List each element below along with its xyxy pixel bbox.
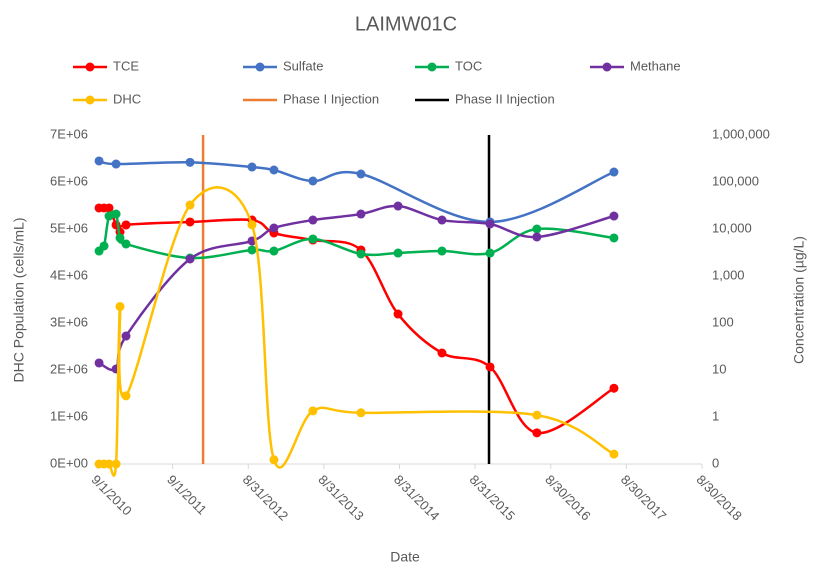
data-point bbox=[111, 459, 121, 469]
data-point bbox=[94, 358, 104, 368]
data-point bbox=[121, 331, 131, 341]
data-point bbox=[115, 233, 125, 243]
x-tick-label: 8/30/2016 bbox=[542, 472, 594, 524]
x-tick-label: 9/1/2010 bbox=[88, 472, 134, 518]
x-tick-label: 8/31/2013 bbox=[315, 472, 367, 524]
data-point bbox=[121, 391, 131, 401]
data-point bbox=[247, 245, 257, 255]
legend-marker bbox=[85, 62, 95, 72]
data-point bbox=[437, 348, 447, 358]
y-tick-label: 0E+00 bbox=[50, 455, 88, 470]
y2-tick-label: 10,000 bbox=[712, 220, 752, 235]
data-point bbox=[308, 406, 318, 416]
data-point bbox=[609, 383, 619, 393]
data-point bbox=[308, 176, 318, 186]
data-point bbox=[609, 233, 619, 243]
data-point bbox=[437, 215, 447, 225]
data-point bbox=[609, 211, 619, 221]
legend-label: TCE bbox=[113, 58, 139, 73]
legend-label: DHC bbox=[113, 91, 141, 106]
data-point bbox=[269, 455, 279, 465]
y2-tick-label: 1 bbox=[712, 408, 719, 423]
data-point bbox=[121, 239, 131, 249]
data-point bbox=[393, 309, 403, 319]
data-point bbox=[532, 428, 542, 438]
y-tick-label: 2E+06 bbox=[50, 361, 88, 376]
data-point bbox=[609, 449, 619, 459]
legend-marker bbox=[85, 95, 95, 105]
data-point bbox=[247, 162, 257, 172]
data-point bbox=[393, 248, 403, 258]
data-point bbox=[111, 209, 121, 219]
legend-marker bbox=[427, 62, 437, 72]
y2-tick-label: 100,000 bbox=[712, 173, 759, 188]
data-point bbox=[356, 408, 366, 418]
data-point bbox=[104, 203, 114, 213]
series-line bbox=[98, 159, 615, 224]
y-axis-label: DHC Population (cells/mL) bbox=[11, 218, 27, 383]
x-tick-label: 8/30/2018 bbox=[693, 472, 745, 524]
legend-marker bbox=[602, 62, 612, 72]
x-tick-label: 8/31/2014 bbox=[391, 472, 443, 524]
legend-label: Methane bbox=[630, 58, 681, 73]
y2-tick-label: 100 bbox=[712, 314, 734, 329]
data-point bbox=[356, 249, 366, 259]
data-point bbox=[94, 156, 104, 166]
data-point bbox=[269, 165, 279, 175]
y-tick-label: 1E+06 bbox=[50, 408, 88, 423]
data-point bbox=[185, 200, 195, 210]
data-point bbox=[485, 219, 495, 229]
data-point bbox=[532, 232, 542, 242]
y2-tick-label: 0 bbox=[712, 455, 719, 470]
y-tick-label: 6E+06 bbox=[50, 173, 88, 188]
data-point bbox=[437, 246, 447, 256]
data-point bbox=[393, 201, 403, 211]
x-axis-label: Date bbox=[390, 549, 420, 565]
legend-marker bbox=[255, 62, 265, 72]
data-point bbox=[308, 234, 318, 244]
data-point bbox=[485, 362, 495, 372]
y2-tick-label: 1,000,000 bbox=[712, 126, 770, 141]
data-point bbox=[99, 241, 109, 251]
y-tick-label: 7E+06 bbox=[50, 126, 88, 141]
data-point bbox=[115, 302, 125, 312]
data-point bbox=[356, 209, 366, 219]
y2-tick-label: 10 bbox=[712, 361, 726, 376]
legend-label: Phase II Injection bbox=[455, 91, 555, 106]
x-tick-label: 8/30/2017 bbox=[618, 472, 670, 524]
data-point bbox=[308, 215, 318, 225]
data-point bbox=[121, 220, 131, 230]
y-tick-label: 3E+06 bbox=[50, 314, 88, 329]
data-point bbox=[609, 167, 619, 177]
y2-tick-label: 1,000 bbox=[712, 267, 745, 282]
x-tick-label: 8/31/2012 bbox=[240, 472, 292, 524]
legend-label: Sulfate bbox=[283, 58, 323, 73]
data-point bbox=[185, 157, 195, 167]
data-point bbox=[111, 159, 121, 169]
data-point bbox=[185, 254, 195, 264]
data-point bbox=[532, 410, 542, 420]
legend-label: Phase I Injection bbox=[283, 91, 379, 106]
data-point bbox=[269, 246, 279, 256]
data-point bbox=[247, 220, 257, 230]
data-point bbox=[485, 248, 495, 258]
y2-axis-label: Concentration (µg/L) bbox=[791, 236, 807, 364]
x-tick-label: 8/31/2015 bbox=[467, 472, 519, 524]
x-tick-label: 9/1/2011 bbox=[164, 472, 210, 518]
data-point bbox=[356, 169, 366, 179]
data-point bbox=[532, 224, 542, 234]
chart-title: LAIMW01C bbox=[355, 13, 457, 35]
data-point bbox=[185, 217, 195, 227]
data-point bbox=[104, 211, 114, 221]
data-point bbox=[269, 223, 279, 233]
y-tick-label: 4E+06 bbox=[50, 267, 88, 282]
data-point bbox=[104, 459, 114, 469]
legend-label: TOC bbox=[455, 58, 482, 73]
y-tick-label: 5E+06 bbox=[50, 220, 88, 235]
